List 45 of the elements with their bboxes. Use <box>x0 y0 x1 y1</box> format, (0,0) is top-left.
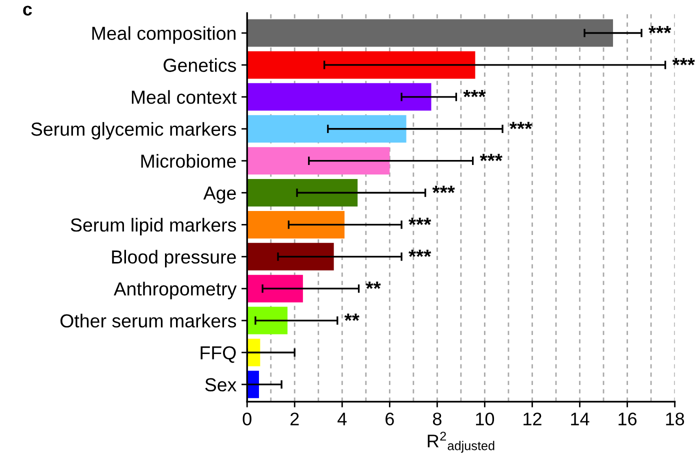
annotation: ** <box>366 282 381 289</box>
x-tick-label: 14 <box>571 412 590 426</box>
bar <box>247 370 259 398</box>
annotation: *** <box>408 250 432 257</box>
y-tick-label: Anthropometry <box>114 282 237 300</box>
bar <box>247 274 303 302</box>
annotation: *** <box>408 218 432 225</box>
bar <box>247 147 390 175</box>
x-tick-label: 18 <box>666 412 684 426</box>
y-tick-label: Meal context <box>132 90 237 104</box>
y-tick-label: FFQ <box>200 346 236 363</box>
annotation: *** <box>672 58 695 66</box>
x-tick-label: 4 <box>338 412 347 426</box>
annotation: *** <box>432 186 455 194</box>
x-tick-label: 0 <box>242 412 252 426</box>
x-tick-label: 10 <box>476 412 494 426</box>
x-tick-label: 16 <box>618 412 637 426</box>
bar <box>247 242 334 270</box>
y-tick-label: Serum lipid markers <box>70 218 236 236</box>
bar <box>247 51 476 79</box>
bar <box>247 306 288 334</box>
bar <box>247 115 406 143</box>
x-tick-label: 12 <box>524 412 542 426</box>
bar <box>247 210 345 238</box>
x-tick-label: 8 <box>432 412 442 426</box>
bar <box>247 19 614 47</box>
y-tick-label: Sex <box>205 378 236 392</box>
annotation: *** <box>463 90 486 98</box>
annotation: *** <box>510 122 532 130</box>
y-tick-label: Blood pressure <box>112 250 236 268</box>
bar <box>247 179 358 206</box>
y-tick-label: Serum glycemic markers <box>31 122 236 140</box>
x-tick-label: 6 <box>386 412 394 426</box>
x-tick-label: 2 <box>290 412 299 426</box>
bar <box>247 83 432 111</box>
y-tick-label: Other serum markers <box>60 314 236 328</box>
annotation: *** <box>648 26 672 34</box>
y-tick-label: Meal composition <box>92 26 236 44</box>
y-tick-label: Age <box>203 186 236 204</box>
annotation: *** <box>480 154 502 162</box>
annotation: ** <box>344 314 360 321</box>
y-tick-label: Genetics <box>164 58 236 72</box>
y-tick-label: Microbiome <box>141 154 236 168</box>
text: c <box>23 6 32 16</box>
x-axis-title: R$^{2}$$_{adjusted}$ <box>428 432 494 453</box>
